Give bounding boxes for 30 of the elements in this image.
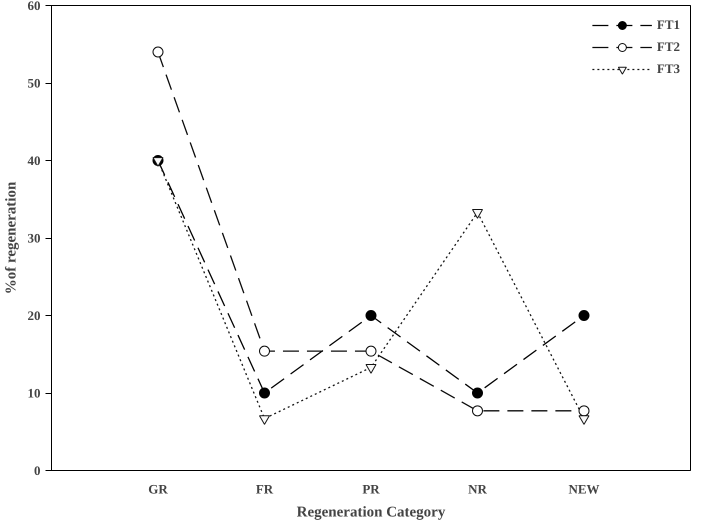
y-tick-label: 50 bbox=[28, 76, 40, 90]
legend-label: FT2 bbox=[656, 39, 680, 55]
point bbox=[259, 415, 270, 425]
legend-label: FT1 bbox=[656, 17, 680, 33]
x-axis-title: Regeneration Category bbox=[296, 504, 446, 520]
point bbox=[472, 388, 483, 398]
y-tick-label: 0 bbox=[34, 463, 40, 478]
point bbox=[152, 46, 164, 58]
point bbox=[259, 346, 270, 357]
x-tick-label: PR bbox=[362, 482, 380, 496]
y-tick-label: 10 bbox=[28, 386, 40, 400]
y-tick-label: 40 bbox=[28, 153, 40, 168]
point bbox=[366, 346, 376, 357]
x-tick-label: NEW bbox=[568, 482, 600, 496]
point bbox=[578, 405, 590, 416]
point bbox=[366, 310, 376, 321]
y-tick-label: 30 bbox=[28, 230, 40, 246]
x-tick-label: GR bbox=[148, 482, 168, 496]
x-tick-label: NR bbox=[468, 482, 488, 496]
point bbox=[578, 310, 590, 321]
legend-label: FT3 bbox=[656, 61, 680, 77]
point bbox=[472, 209, 483, 219]
point bbox=[578, 415, 590, 425]
y-tick-label: 60 bbox=[28, 0, 40, 13]
x-tick-label: FR bbox=[256, 482, 274, 496]
y-tick-label: 20 bbox=[28, 308, 40, 323]
point bbox=[472, 405, 483, 416]
y-axis-title: %of regeneration bbox=[4, 181, 20, 294]
point bbox=[366, 364, 376, 374]
point bbox=[259, 388, 270, 398]
